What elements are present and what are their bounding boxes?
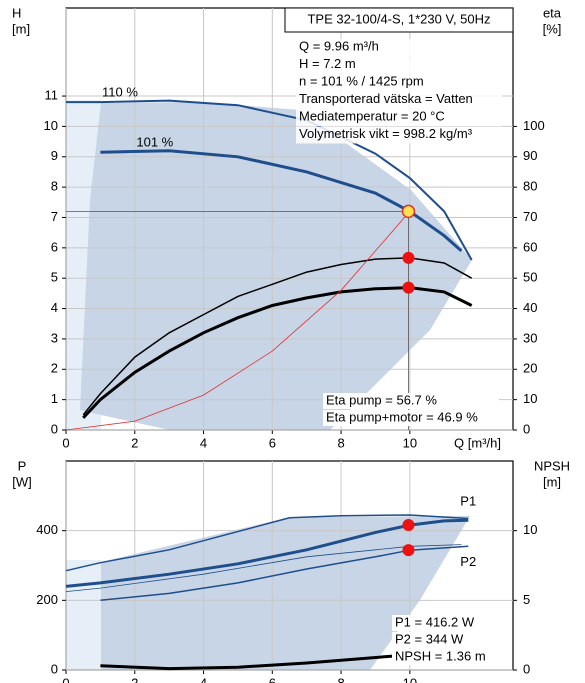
annotation-bg	[392, 649, 502, 665]
y2-tick-label: 90	[523, 148, 537, 163]
annotation-bg	[323, 410, 499, 426]
info-line: Mediatemperatur = 20 °C	[299, 108, 445, 123]
series-line	[65, 514, 469, 572]
plot-layer: 0 2 4 6 8 10012345678910110102030405060708090…	[12, 5, 570, 683]
y2-tick-label: 20	[523, 361, 537, 376]
x-tick-label: 4	[200, 675, 207, 683]
annotation: P2 = 344 W	[395, 631, 464, 646]
y2-tick-label: 10	[523, 391, 537, 406]
y2-axis-label: NPSH	[534, 458, 570, 473]
series-line	[100, 654, 393, 671]
y-tick-label: 5	[51, 270, 58, 285]
region-bottom	[101, 516, 470, 670]
operating-point	[402, 251, 415, 264]
y2-tick-label: 5	[523, 592, 530, 607]
y2-tick-label: 10	[523, 522, 537, 537]
operating-point	[401, 204, 416, 219]
annotation: Eta pump = 56.7 %	[326, 392, 437, 407]
annotation-bg	[323, 393, 499, 409]
x-tick-label: 8	[337, 675, 344, 683]
x-tick-label: 6	[269, 435, 276, 450]
x-tick-label: 0	[62, 675, 69, 683]
annotation: NPSH = 1.36 m	[395, 648, 486, 663]
x-axis-label: Q [m³/h]	[454, 435, 501, 450]
y2-tick-label: 0	[523, 661, 530, 676]
y-axis-label: [W]	[12, 474, 32, 489]
y2-tick-label: 0	[523, 421, 530, 436]
series-label: P1	[460, 494, 476, 509]
operating-point	[402, 281, 415, 294]
x-tick-label: 2	[131, 435, 138, 450]
x-tick-label: 4	[200, 435, 207, 450]
info-line: n = 101 % / 1425 rpm	[299, 73, 424, 88]
y-tick-label: 0	[51, 661, 58, 676]
y2-tick-label: 80	[523, 179, 537, 194]
y2-axis-label: [m]	[543, 474, 561, 489]
info-bg	[296, 39, 502, 56]
region-pale	[66, 560, 101, 670]
y-axis-label: H	[12, 5, 21, 20]
info-line: H = 7.2 m	[299, 56, 356, 71]
y-tick-label: 10	[44, 118, 58, 133]
x-tick-label: 0	[62, 435, 69, 450]
info-line: Transporterad vätska = Vatten	[299, 91, 473, 106]
x-tick-label: 2	[131, 675, 138, 683]
y-tick-label: 9	[51, 148, 58, 163]
y2-tick-label: 30	[523, 330, 537, 345]
chart-title: TPE 32-100/4-S, 1*230 V, 50Hz	[307, 11, 490, 26]
y2-tick-label: 100	[523, 118, 545, 133]
y-tick-label: 6	[51, 239, 58, 254]
x-tick-label: 6	[269, 675, 276, 683]
operating-point	[402, 519, 415, 532]
y2-axis-label: [%]	[543, 21, 562, 36]
info-bg	[296, 56, 502, 74]
y2-tick-label: 50	[523, 270, 537, 285]
info-bg	[296, 91, 502, 109]
series-label: 110 %	[102, 85, 138, 100]
y2-axis-label: eta	[543, 5, 562, 20]
info-line: Q = 9.96 m³/h	[299, 38, 379, 53]
y2-tick-label: 70	[523, 209, 537, 224]
annotation-bg	[392, 615, 502, 631]
y-tick-label: 0	[51, 421, 58, 436]
y-tick-label: 11	[45, 87, 59, 102]
annotation-bg	[392, 632, 502, 648]
operating-point	[402, 544, 415, 557]
y-tick-label: 200	[36, 592, 58, 607]
series-line	[65, 518, 469, 588]
y-tick-label: 4	[51, 300, 58, 315]
y-tick-label: 400	[36, 522, 58, 537]
y-tick-label: 1	[51, 391, 58, 406]
y-tick-label: 8	[51, 179, 58, 194]
annotation: Eta pump+motor = 46.9 %	[326, 409, 478, 424]
info-line: Volymetrisk vikt = 998.2 kg/m³	[299, 126, 473, 141]
x-tick-label: 10	[403, 435, 417, 450]
series-line	[100, 149, 463, 253]
y2-tick-label: 60	[523, 239, 537, 254]
y2-tick-label: 40	[523, 300, 537, 315]
annotation: P1 = 416.2 W	[395, 614, 475, 629]
info-bg	[296, 74, 502, 91]
x-tick-label: 10	[403, 675, 417, 683]
y-axis-label: P	[18, 458, 27, 473]
x-tick-label: 8	[337, 435, 344, 450]
series-label: 101 %	[136, 135, 173, 150]
series-label: P2	[460, 554, 476, 569]
title-box	[284, 7, 514, 33]
series-line	[65, 211, 411, 431]
y-tick-label: 7	[51, 209, 58, 224]
y-tick-label: 3	[51, 330, 58, 345]
info-bg	[296, 109, 502, 126]
y-axis-label: [m]	[12, 21, 30, 36]
info-bg	[296, 126, 502, 144]
y-tick-label: 2	[51, 361, 58, 376]
